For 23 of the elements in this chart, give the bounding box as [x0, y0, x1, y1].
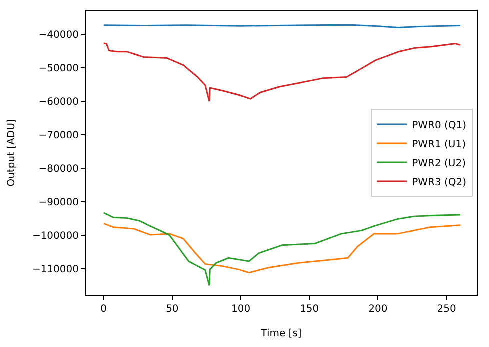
legend-label: PWR0 (Q1) [412, 120, 467, 132]
x-tick-label: 100 [231, 304, 251, 315]
y-tick-label: −90000 [38, 197, 79, 208]
legend-label: PWR3 (Q2) [412, 177, 467, 188]
line-series [103, 212, 462, 286]
x-tick-label: 0 [100, 304, 108, 315]
x-tick-label: 250 [437, 304, 456, 315]
y-tick-label: −80000 [38, 164, 79, 175]
legend-label: PWR1 (U1) [412, 139, 466, 150]
line-series [103, 222, 462, 274]
x-axis-title: Time [s] [260, 328, 302, 340]
y-tick-label: −60000 [38, 96, 79, 108]
x-tick-label: 150 [300, 304, 320, 315]
y-tick-label: −100000 [32, 230, 79, 242]
line-series [103, 42, 462, 102]
x-tick-label: 200 [368, 304, 388, 315]
y-axis-title: Output [ADU] [6, 119, 18, 187]
x-tick-label: 50 [166, 304, 179, 315]
legend-label: PWR2 (U2) [412, 158, 466, 170]
y-tick-label: −50000 [38, 63, 79, 74]
y-tick-label: −110000 [32, 264, 79, 276]
y-tick-label: −70000 [38, 130, 79, 142]
y-tick-label: −40000 [38, 30, 79, 41]
